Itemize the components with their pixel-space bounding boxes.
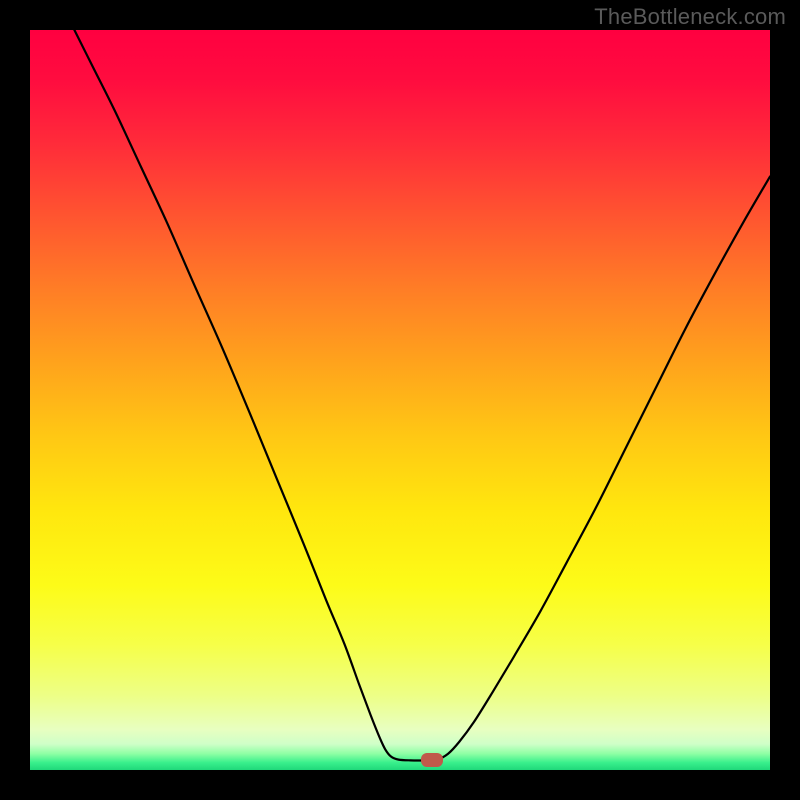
optimal-point-marker: [421, 753, 443, 767]
bottleneck-curve: [30, 30, 770, 770]
watermark-text: TheBottleneck.com: [594, 4, 786, 30]
chart-container: TheBottleneck.com: [0, 0, 800, 800]
plot-area: [30, 30, 770, 770]
